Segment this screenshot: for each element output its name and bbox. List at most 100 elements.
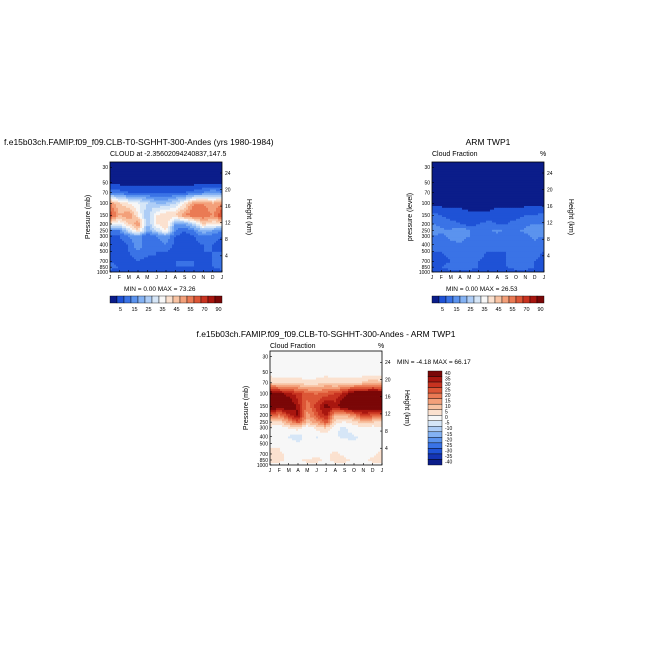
contour-cell [166, 259, 169, 262]
contour-cell [480, 185, 483, 189]
contour-cell [130, 235, 133, 238]
contour-cell [460, 207, 463, 211]
contour-cell [470, 185, 473, 189]
contour-cell [530, 178, 533, 181]
contour-cell [156, 250, 159, 253]
contour-cell [458, 173, 461, 176]
contour-cell [172, 240, 175, 244]
contour-cell [110, 198, 113, 201]
contour-cell [184, 266, 187, 269]
contour-cell [460, 191, 463, 194]
contour-cell [128, 211, 131, 214]
contour-cell [182, 218, 185, 222]
contour-cell [212, 165, 215, 168]
contour-cell [434, 198, 437, 201]
contour-cell [188, 195, 191, 198]
contour-cell [496, 200, 499, 203]
contour-cell [464, 198, 467, 201]
contour-cell [204, 262, 207, 266]
contour-cell [496, 187, 499, 190]
contour-cell [176, 255, 179, 258]
contour-cell [184, 182, 187, 185]
contour-cell [130, 237, 133, 240]
contour-cell [144, 222, 147, 225]
contour-cell [474, 207, 477, 211]
contour-cell [160, 244, 163, 247]
contour-cell [174, 262, 177, 266]
contour-cell [196, 224, 199, 227]
contour-cell [164, 173, 167, 176]
contour-cell [144, 171, 147, 174]
contour-cell [112, 240, 115, 244]
contour-cell [198, 217, 201, 220]
contour-cell [208, 187, 211, 190]
contour-cell [492, 189, 495, 192]
contour-cell [166, 239, 169, 242]
contour-cell [466, 169, 469, 172]
contour-cell [160, 262, 163, 266]
contour-cell [162, 171, 165, 174]
contour-cell [444, 200, 447, 203]
contour-cell [110, 193, 113, 196]
contour-cell [536, 162, 539, 165]
contour-cell [168, 207, 171, 211]
contour-cell [532, 209, 535, 212]
contour-cell [154, 242, 157, 245]
contour-cell [150, 262, 153, 266]
contour-cell [506, 176, 509, 179]
contour-cell [124, 261, 127, 264]
contour-cell [482, 163, 485, 167]
contour-cell [200, 184, 203, 187]
contour-cell [516, 173, 519, 176]
contour-cell [148, 204, 151, 207]
contour-cell [142, 235, 145, 238]
contour-cell [160, 259, 163, 262]
contour-cell [168, 204, 171, 207]
contour-cell [196, 255, 199, 258]
contour-cell [208, 193, 211, 196]
contour-cell [160, 217, 163, 220]
contour-cell [206, 237, 209, 240]
contour-cell [132, 176, 135, 179]
contour-cell [496, 207, 499, 211]
contour-cell [502, 202, 505, 205]
contour-cell [124, 237, 127, 240]
contour-cell [138, 266, 141, 269]
contour-cell [162, 206, 165, 209]
contour-cell [152, 165, 155, 168]
contour-cell [206, 244, 209, 247]
contour-cell [140, 250, 143, 253]
contour-cell [190, 217, 193, 220]
contour-cell [518, 193, 521, 196]
contour-cell [488, 180, 491, 183]
contour-cell [200, 261, 203, 264]
contour-cell [124, 251, 127, 255]
contour-cell [122, 244, 125, 247]
contour-cell [472, 167, 475, 170]
contour-cell [188, 174, 191, 178]
contour-cell [204, 202, 207, 205]
contour-cell [184, 187, 187, 190]
contour-cell [536, 196, 539, 200]
contour-cell [188, 196, 191, 200]
contour-cell [174, 235, 177, 238]
contour-cell [126, 253, 129, 256]
contour-cell [194, 173, 197, 176]
contour-cell [496, 171, 499, 174]
contour-cell [484, 167, 487, 170]
contour-cell [110, 184, 113, 187]
contour-cell [190, 240, 193, 244]
contour-cell [540, 196, 543, 200]
contour-cell [500, 198, 503, 201]
contour-cell [168, 200, 171, 203]
contour-cell [534, 204, 537, 207]
contour-cell [194, 248, 197, 251]
contour-cell [182, 242, 185, 245]
contour-cell [500, 207, 503, 211]
contour-cell [514, 206, 517, 209]
contour-cell [178, 218, 181, 222]
contour-cell [132, 196, 135, 200]
contour-cell [140, 255, 143, 258]
contour-cell [514, 173, 517, 176]
contour-cell [166, 262, 169, 266]
